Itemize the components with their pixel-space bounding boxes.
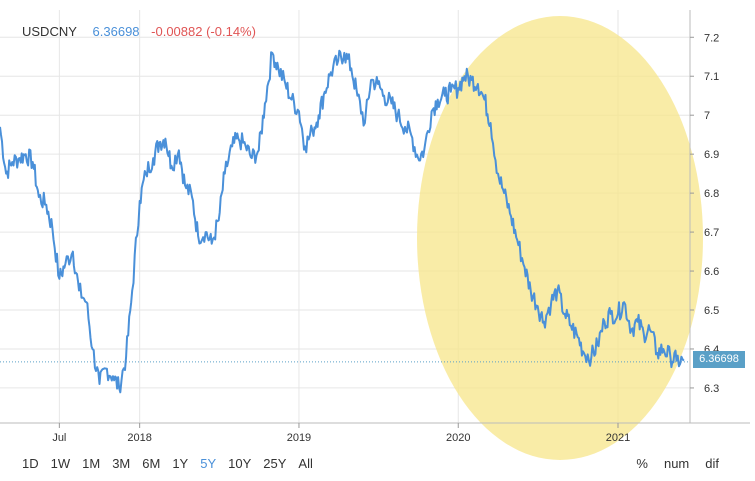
mode-selector: % num dif [620, 456, 719, 471]
mode-button-percent[interactable]: % [636, 456, 648, 471]
mode-button-dif[interactable]: dif [705, 456, 719, 471]
y-tick-label: 6.3 [704, 383, 719, 395]
range-button-1m[interactable]: 1M [82, 456, 101, 471]
y-tick-label: 7.2 [704, 32, 719, 44]
x-axis-ticks: Jul 2018 2019 2020 2021 [52, 423, 630, 444]
y-tick-label: 6.5 [704, 305, 719, 317]
x-tick-label: 2021 [606, 432, 630, 444]
y-tick-label: 6.9 [704, 149, 719, 161]
chart-header: USDCNY 6.36698 -0.00882 (-0.14%) [22, 24, 256, 39]
symbol-label: USDCNY [22, 24, 77, 39]
range-button-25y[interactable]: 25Y [263, 456, 287, 471]
range-button-6m[interactable]: 6M [142, 456, 161, 471]
x-tick-label: 2020 [446, 432, 470, 444]
x-tick-label: Jul [52, 432, 66, 444]
range-button-5y[interactable]: 5Y [200, 456, 217, 471]
x-tick-label: 2019 [287, 432, 311, 444]
x-tick-label: 2018 [127, 432, 151, 444]
y-tick-label: 6.6 [704, 266, 719, 278]
range-button-10y[interactable]: 10Y [228, 456, 252, 471]
range-button-3m[interactable]: 3M [112, 456, 131, 471]
y-tick-label: 6.8 [704, 188, 719, 200]
range-button-1d[interactable]: 1D [22, 456, 39, 471]
range-button-1y[interactable]: 1Y [172, 456, 189, 471]
price-value: 6.36698 [92, 24, 140, 39]
y-tick-label: 7 [704, 110, 710, 122]
range-selector: 1D 1W 1M 3M 6M 1Y 5Y 10Y 25Y All [22, 456, 325, 471]
last-price-tag: 6.36698 [693, 351, 745, 368]
change-value: -0.00882 (-0.14%) [151, 24, 256, 39]
range-button-1w[interactable]: 1W [50, 456, 71, 471]
series-line [0, 49, 685, 394]
mode-button-num[interactable]: num [663, 456, 690, 471]
y-tick-label: 6.7 [704, 227, 719, 239]
range-button-all[interactable]: All [298, 456, 313, 471]
highlight-ellipse [417, 16, 703, 460]
y-tick-label: 7.1 [704, 71, 719, 83]
